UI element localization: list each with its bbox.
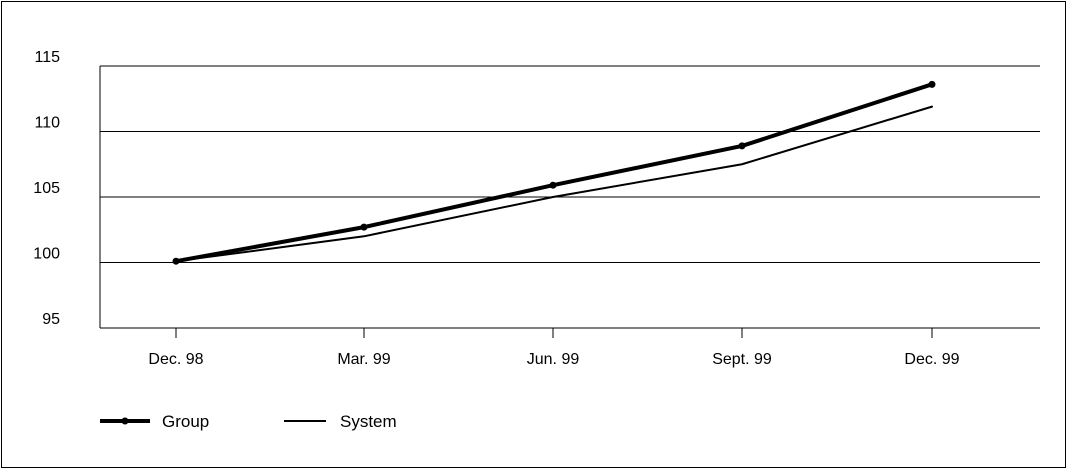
y-tick-label: 95: [42, 311, 60, 328]
grid-lines: [100, 65, 1040, 329]
legend-label-system: System: [340, 412, 397, 431]
series-line-system: [175, 105, 933, 263]
y-tick-label: 100: [33, 246, 60, 263]
x-tick-label: Sept. 99: [712, 351, 772, 368]
y-tick-label: 110: [34, 115, 60, 132]
legend-label-group: Group: [162, 412, 209, 431]
data-point-group: [928, 80, 936, 88]
x-tick-label: Dec. 98: [148, 351, 203, 368]
x-axis: Dec. 98 Mar. 99 Jun. 99 Sept. 99 Dec. 99: [148, 328, 960, 368]
data-point-group: [549, 181, 557, 189]
legend: Group System: [100, 412, 397, 431]
series-line-group: [174, 82, 934, 264]
y-tick-label: 115: [34, 49, 60, 66]
data-point-group: [738, 142, 746, 150]
legend-marker-group: [121, 417, 129, 425]
x-tick-label: Mar. 99: [337, 351, 390, 368]
series-layer: [172, 80, 936, 265]
y-axis: 95 100 105 110 115: [33, 49, 101, 328]
data-point-group: [360, 223, 368, 231]
y-tick-label: 105: [33, 180, 60, 197]
x-tick-label: Jun. 99: [527, 351, 580, 368]
x-tick-label: Dec. 99: [904, 351, 959, 368]
